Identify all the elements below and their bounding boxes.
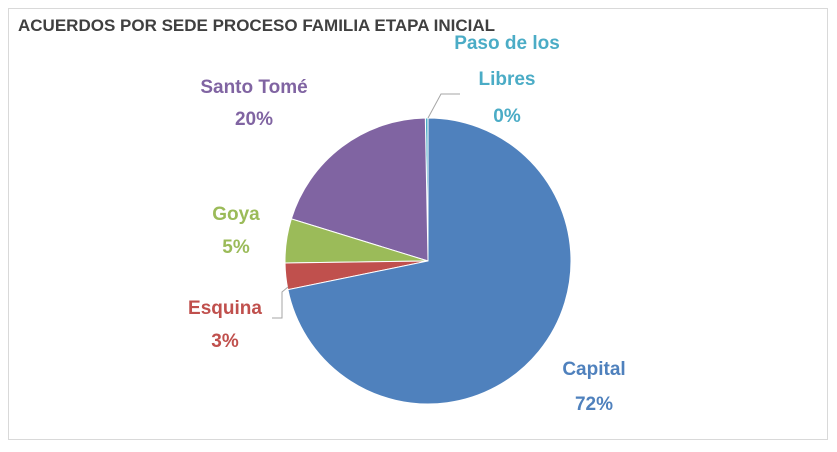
category-label: Paso de los Libres — [454, 33, 560, 90]
value-label: 72% — [574, 394, 614, 415]
pie-slice — [290, 117, 429, 262]
chart-frame — [8, 8, 828, 440]
leader-line — [272, 286, 289, 319]
value-label: 5% — [222, 237, 250, 258]
category-label: Capital — [562, 359, 626, 380]
value-label: 20% — [234, 109, 274, 130]
leader-line — [427, 93, 460, 119]
category-label: Goya — [212, 204, 260, 225]
category-label: Santo Tomé — [200, 77, 308, 98]
value-label: 0% — [493, 106, 521, 127]
value-label: 3% — [211, 331, 239, 352]
category-label: Esquina — [188, 298, 262, 319]
chart-title: ACUERDOS POR SEDE PROCESO FAMILIA ETAPA … — [18, 16, 495, 35]
pie-slice — [287, 117, 572, 405]
